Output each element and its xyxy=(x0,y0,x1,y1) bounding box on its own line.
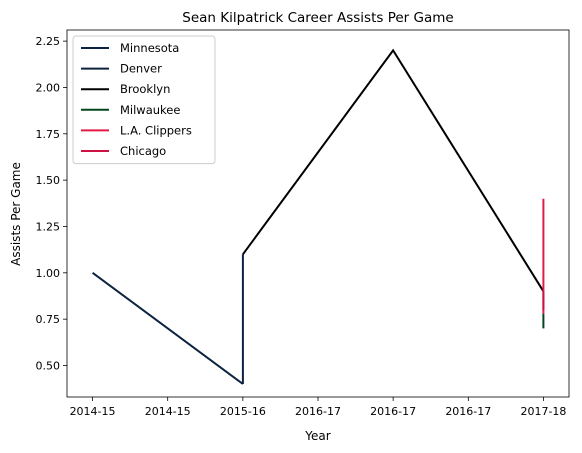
series-layer xyxy=(92,48,545,385)
series-line-minnesota xyxy=(92,271,244,385)
legend: Minnesota Denver Brooklyn Milwaukee L.A. Cli… xyxy=(72,35,216,165)
y-tick-label: 0.75 xyxy=(36,313,61,326)
legend-entry-label: Brooklyn xyxy=(120,82,170,96)
x-axis-label: Year xyxy=(304,429,330,443)
y-tick-label: 1.00 xyxy=(36,267,61,280)
y-axis: 0.50 0.75 1.00 1.25 1.50 1.75 2.00 2.25 xyxy=(36,35,67,372)
x-tick-label: 2016-17 xyxy=(295,405,341,418)
y-tick-label: 2.25 xyxy=(36,35,61,48)
legend-entry-label: Chicago xyxy=(120,144,166,158)
series-line-brooklyn xyxy=(242,48,545,292)
x-tick-label: 2017-18 xyxy=(520,405,566,418)
x-tick-label: 2014-15 xyxy=(145,405,191,418)
legend-entry-label: Milwaukee xyxy=(120,103,180,117)
y-tick-label: 2.00 xyxy=(36,81,61,94)
legend-entry-label: Minnesota xyxy=(120,41,179,55)
x-tick-label: 2016-17 xyxy=(445,405,491,418)
y-tick-label: 1.50 xyxy=(36,174,61,187)
y-tick-label: 0.50 xyxy=(36,359,61,372)
legend-entry-label: Denver xyxy=(120,62,162,76)
y-axis-label: Assists Per Game xyxy=(9,162,23,266)
y-tick-label: 1.75 xyxy=(36,128,61,141)
x-tick-label: 2016-17 xyxy=(370,405,416,418)
x-axis: 2014-15 2014-15 2015-16 2016-17 2016-17 2016-… xyxy=(70,397,566,418)
y-tick-label: 1.25 xyxy=(36,220,61,233)
x-tick-label: 2014-15 xyxy=(70,405,116,418)
x-tick-label: 2015-16 xyxy=(220,405,266,418)
chart-title: Sean Kilpatrick Career Assists Per Game xyxy=(182,10,453,26)
legend-entry-label: L.A. Clippers xyxy=(120,123,192,137)
